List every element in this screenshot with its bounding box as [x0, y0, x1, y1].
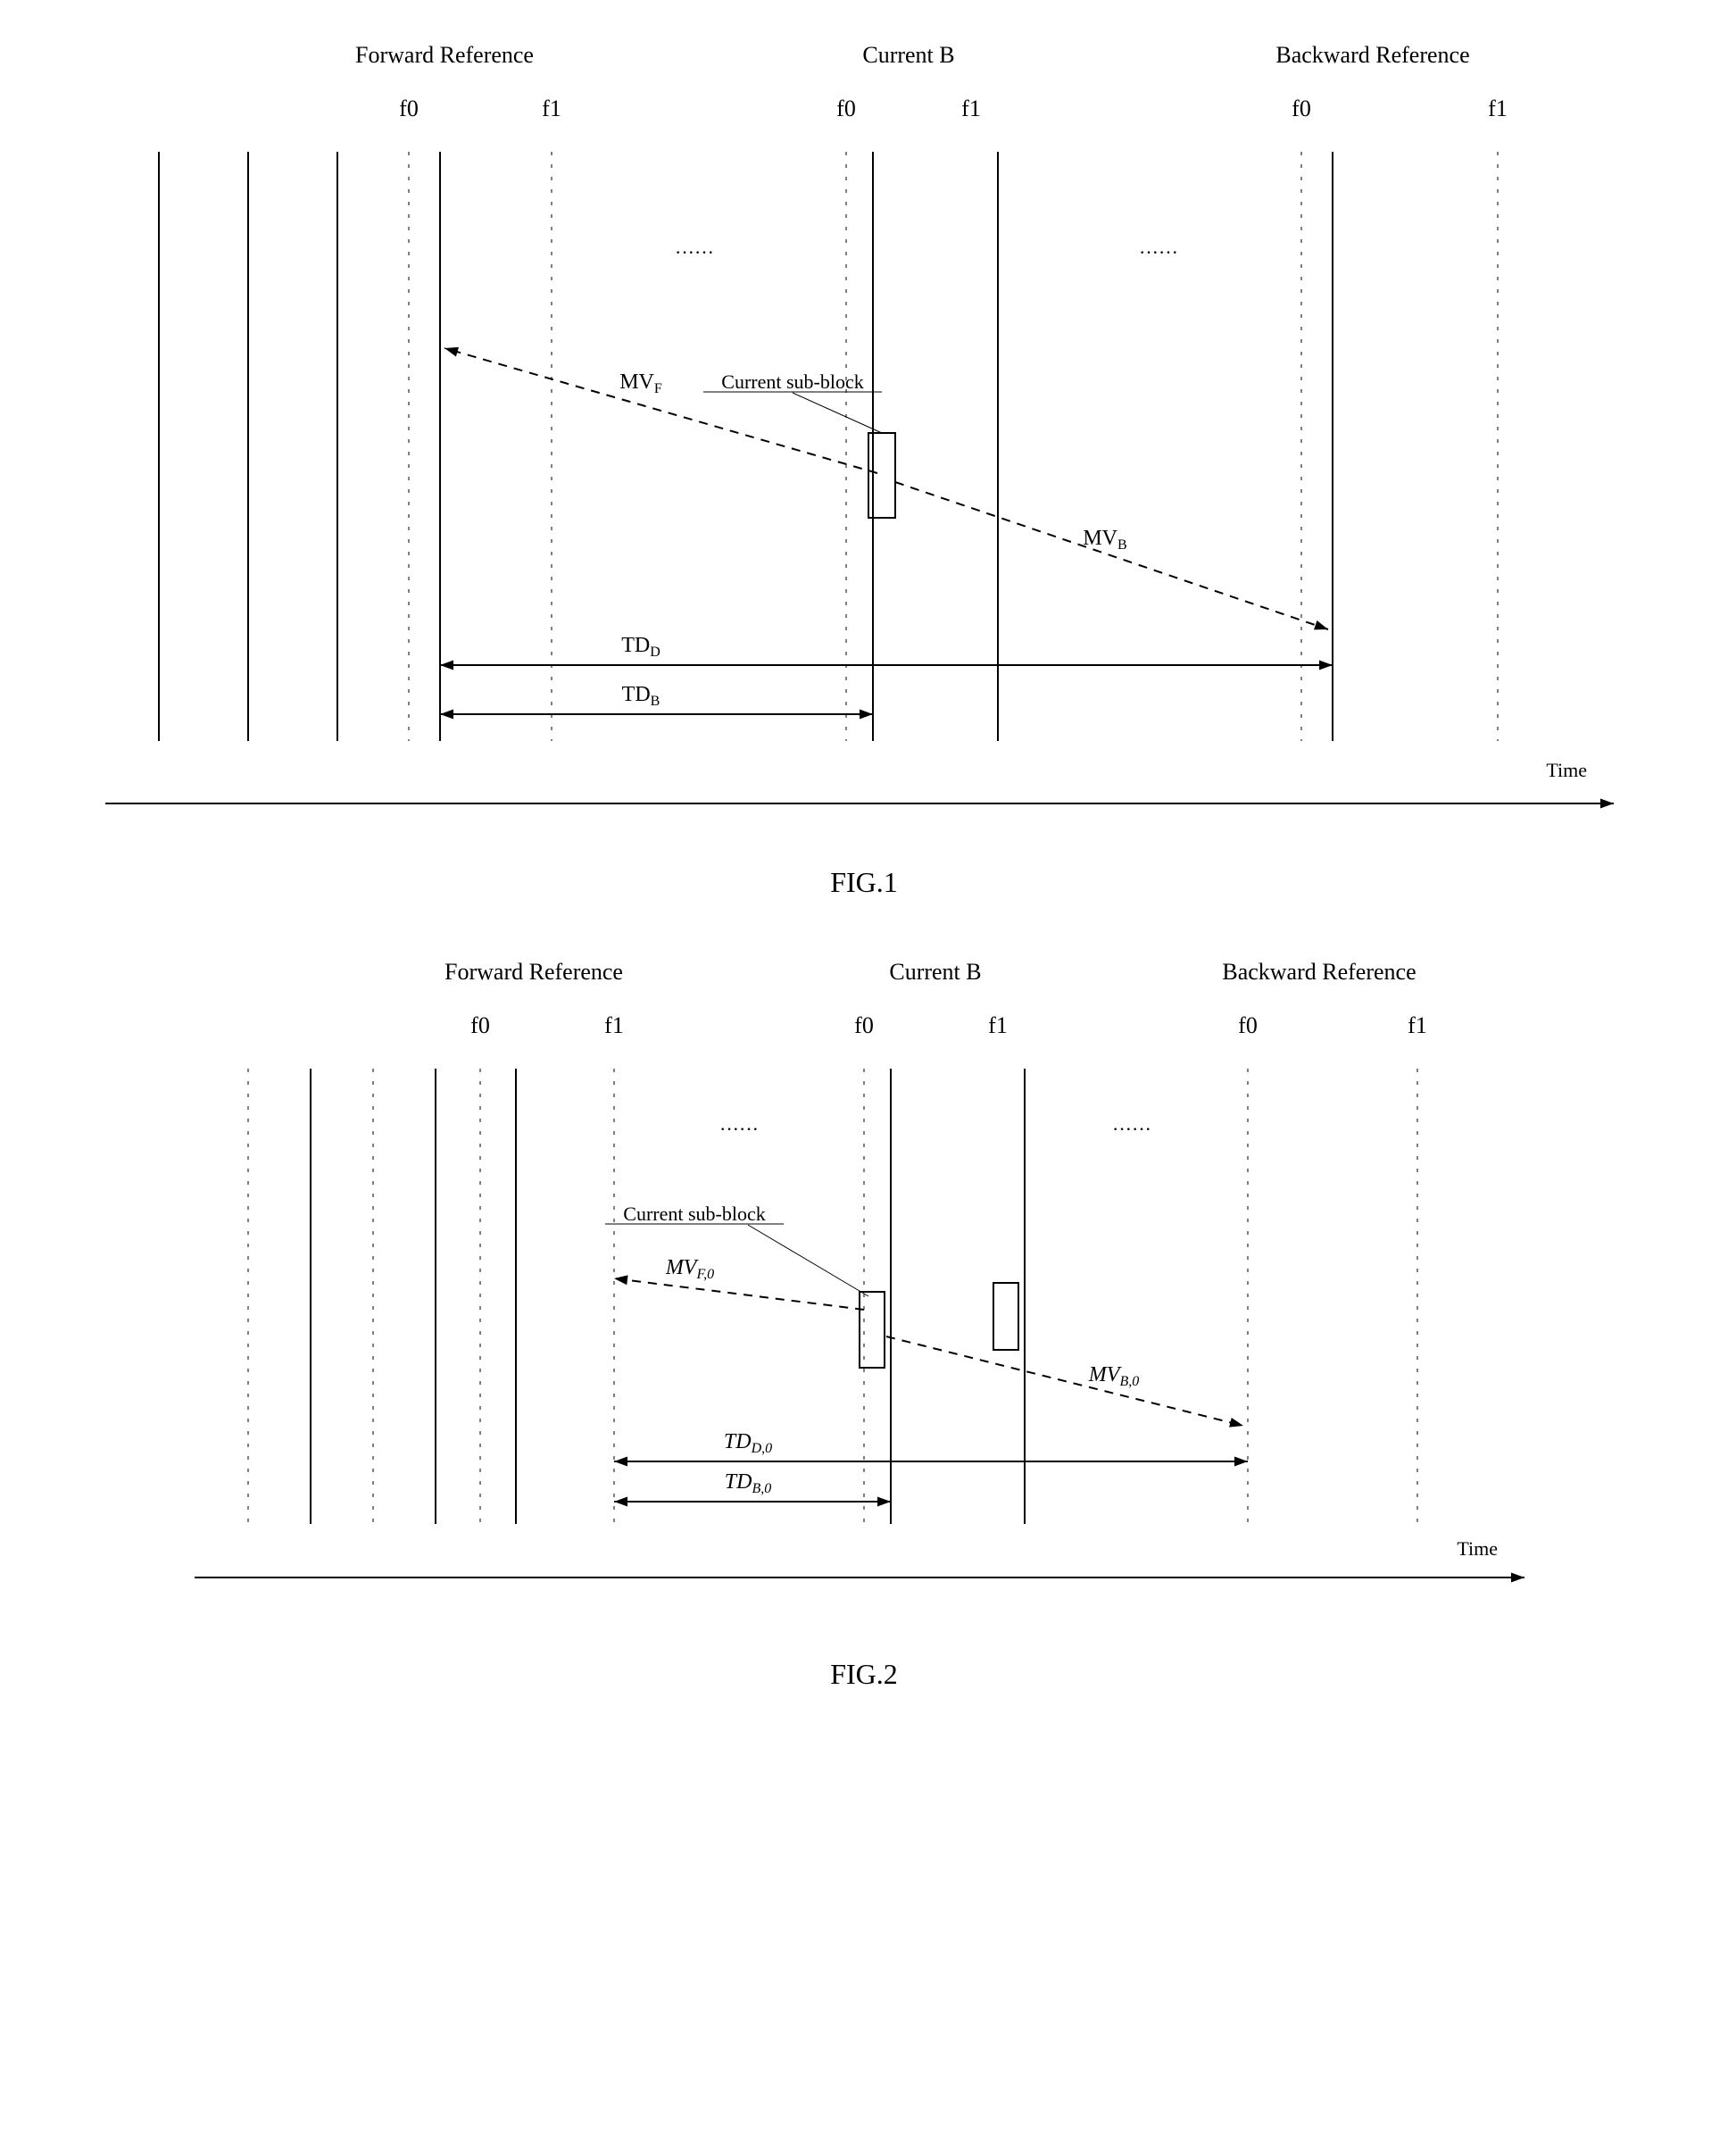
svg-text:f0: f0 [470, 1012, 490, 1038]
svg-text:······: ······ [1139, 241, 1178, 263]
figure-2: Forward Reference Current B Backward Refer… [36, 953, 1692, 1691]
svg-text:f0: f0 [1238, 1012, 1258, 1038]
svg-text:Current B: Current B [862, 42, 954, 68]
svg-text:······: ······ [1112, 1118, 1151, 1140]
svg-text:Forward Reference: Forward Reference [355, 42, 534, 68]
svg-text:f1: f1 [542, 96, 561, 121]
svg-text:······: ······ [719, 1118, 759, 1140]
figure-2-caption: FIG.2 [36, 1658, 1692, 1691]
svg-text:Time: Time [1546, 759, 1587, 781]
svg-text:Current sub-block: Current sub-block [623, 1203, 765, 1225]
svg-text:Current sub-block: Current sub-block [721, 370, 863, 393]
svg-text:Time: Time [1457, 1537, 1498, 1560]
svg-text:f0: f0 [854, 1012, 874, 1038]
svg-text:Forward Reference: Forward Reference [444, 959, 623, 985]
figure-2-svg: Forward Reference Current B Backward Refer… [195, 953, 1533, 1631]
svg-text:f1: f1 [1488, 96, 1508, 121]
figure-1-svg: Forward Reference Current B Backward Refer… [105, 36, 1623, 839]
svg-text:f1: f1 [961, 96, 981, 121]
svg-text:Current B: Current B [889, 959, 981, 985]
svg-text:······: ······ [675, 241, 714, 263]
svg-text:Backward Reference: Backward Reference [1275, 42, 1469, 68]
svg-text:f0: f0 [399, 96, 419, 121]
figure-1-caption: FIG.1 [36, 866, 1692, 899]
svg-text:f0: f0 [1292, 96, 1311, 121]
svg-text:Backward Reference: Backward Reference [1222, 959, 1416, 985]
svg-text:f1: f1 [1408, 1012, 1427, 1038]
svg-text:f1: f1 [988, 1012, 1008, 1038]
figure-1: Forward Reference Current B Backward Refer… [36, 36, 1692, 899]
svg-text:f1: f1 [604, 1012, 624, 1038]
svg-text:f0: f0 [836, 96, 856, 121]
